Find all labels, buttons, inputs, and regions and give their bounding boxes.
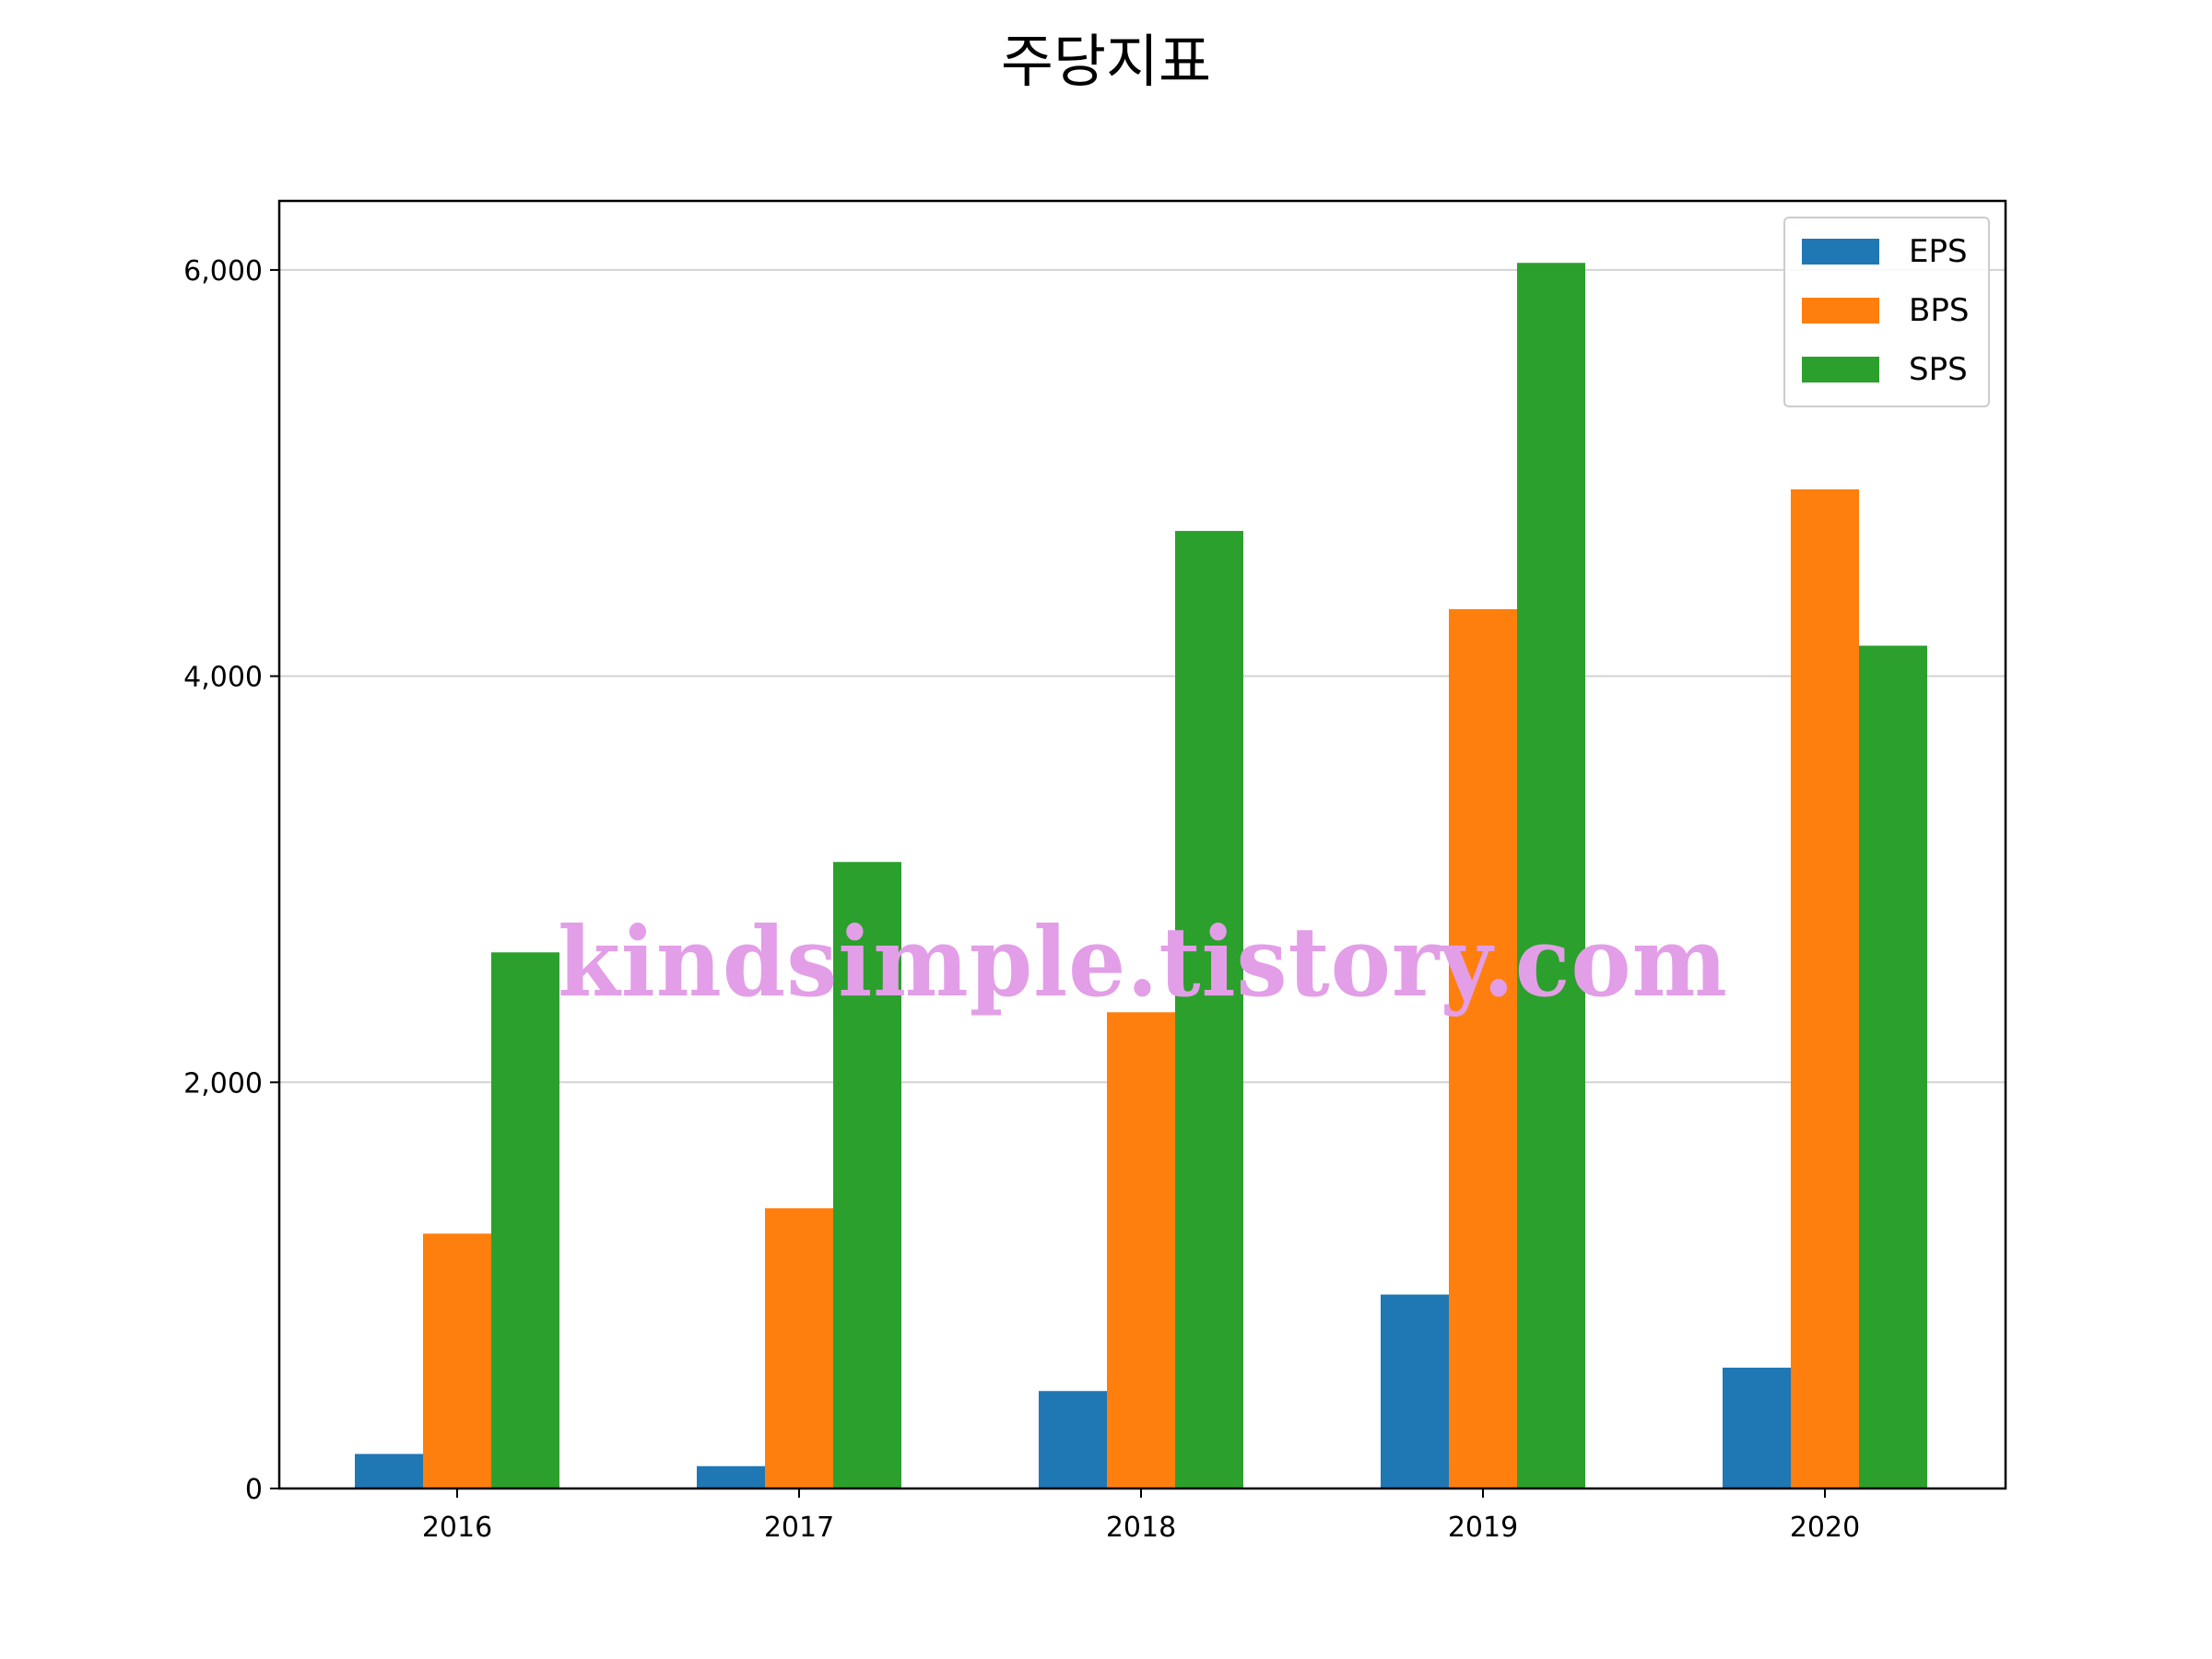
- legend-label-sps: SPS: [1909, 351, 1968, 388]
- y-tick-label: 4,000: [183, 662, 263, 694]
- legend-swatch-bps: [1802, 298, 1879, 324]
- bar-bps-2017: [765, 1207, 833, 1488]
- x-tick-label: 2017: [764, 1512, 834, 1544]
- bar-eps-2020: [1723, 1367, 1791, 1488]
- bar-bps-2019: [1449, 608, 1517, 1488]
- bar-sps-2019: [1517, 263, 1585, 1489]
- x-tick-label: 2018: [1106, 1512, 1176, 1544]
- watermark: kindsimple.tistory.com: [558, 905, 1728, 1018]
- bar-bps-2018: [1107, 1012, 1175, 1488]
- legend: EPS BPS SPS: [1783, 217, 1990, 407]
- legend-label-bps: BPS: [1909, 292, 1969, 329]
- legend-label-eps: EPS: [1909, 233, 1968, 270]
- bar-eps-2017: [697, 1465, 765, 1488]
- bar-sps-2017: [833, 862, 901, 1488]
- bar-sps-2018: [1175, 531, 1243, 1488]
- x-axis: 2016 2017 2018 2019 2020: [422, 1488, 1860, 1544]
- legend-swatch-sps: [1802, 357, 1879, 382]
- bar-bps-2020: [1791, 488, 1859, 1488]
- y-tick-label: 0: [245, 1474, 263, 1506]
- chart-title: 주당지표: [1001, 28, 1211, 95]
- y-axis: 0 2,000 4,000 6,000: [183, 255, 279, 1506]
- legend-swatch-eps: [1802, 239, 1879, 265]
- y-tick-label: 6,000: [183, 255, 263, 288]
- x-tick-label: 2016: [422, 1512, 492, 1544]
- bar-eps-2018: [1039, 1391, 1107, 1488]
- bar-sps-2016: [491, 952, 559, 1488]
- bar-sps-2020: [1859, 645, 1927, 1488]
- bar-bps-2016: [423, 1233, 491, 1488]
- bar-eps-2016: [355, 1453, 423, 1488]
- x-tick-label: 2020: [1790, 1512, 1860, 1544]
- plot-frame: [277, 199, 2007, 1490]
- bar-eps-2019: [1381, 1294, 1449, 1488]
- x-tick-label: 2019: [1448, 1512, 1518, 1544]
- y-tick-label: 2,000: [183, 1067, 263, 1100]
- bars: [355, 263, 1927, 1489]
